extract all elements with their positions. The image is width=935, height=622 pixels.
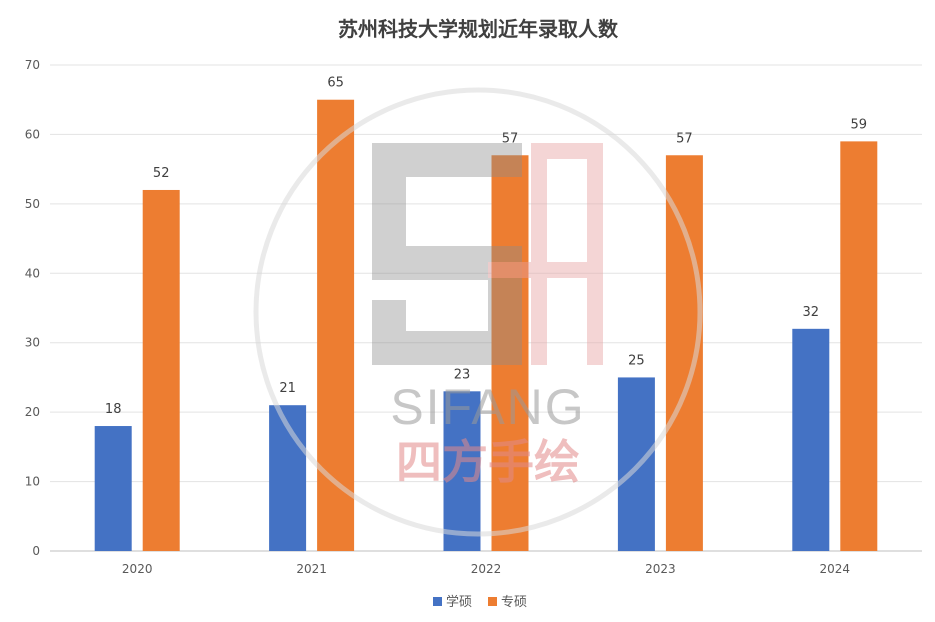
watermark-text: SIFANG <box>390 379 585 435</box>
data-label: 23 <box>454 367 471 382</box>
x-tick-label: 2022 <box>471 562 502 576</box>
legend: 学硕 专硕 <box>433 594 527 610</box>
bar-2022-0 <box>443 391 481 551</box>
data-label: 57 <box>502 131 519 146</box>
watermark-ring <box>253 87 703 537</box>
bar-2020-1 <box>142 189 180 551</box>
watermark-s-shape <box>372 143 522 365</box>
data-label: 59 <box>851 117 868 132</box>
legend-label: 专硕 <box>501 595 527 610</box>
gridlines <box>50 64 922 552</box>
y-tick-label: 40 <box>25 266 40 280</box>
x-axis: 2020 2021 2022 2023 2024 <box>122 562 850 576</box>
x-tick-label: 2020 <box>122 562 153 576</box>
chart-title: 苏州科技大学规划近年录取人数 <box>338 17 619 41</box>
data-label: 21 <box>279 381 296 396</box>
y-tick-label: 50 <box>25 197 40 211</box>
data-label: 52 <box>153 166 170 181</box>
legend-swatch <box>433 597 442 606</box>
data-labels: 18 52 21 65 23 57 25 57 32 59 <box>105 76 867 417</box>
y-tick-label: 0 <box>32 544 40 558</box>
y-tick-label: 60 <box>25 127 40 141</box>
x-tick-label: 2021 <box>296 562 327 576</box>
x-tick-label: 2023 <box>645 562 676 576</box>
data-label: 18 <box>105 402 122 417</box>
data-label: 32 <box>803 305 820 320</box>
x-tick-label: 2024 <box>820 562 851 576</box>
watermark-f-shape <box>488 143 603 365</box>
y-axis: 0 10 20 30 40 50 60 70 <box>25 58 40 558</box>
bar-2022-1 <box>491 155 529 551</box>
data-label: 65 <box>327 76 344 91</box>
bar-2020-0 <box>94 426 132 551</box>
bars <box>94 99 878 551</box>
y-tick-label: 70 <box>25 58 40 72</box>
data-label: 57 <box>676 131 693 146</box>
data-label: 25 <box>628 353 645 368</box>
y-tick-label: 20 <box>25 405 40 419</box>
legend-swatch <box>488 597 497 606</box>
bar-2024-1 <box>840 141 878 551</box>
watermark-logo: SIFANG 四方手绘 <box>253 87 703 537</box>
bar-2024-0 <box>792 328 830 551</box>
y-tick-label: 10 <box>25 475 40 489</box>
y-tick-label: 30 <box>25 336 40 350</box>
bar-2021-1 <box>317 99 355 551</box>
watermark-cn-text: 四方手绘 <box>396 435 580 489</box>
legend-label: 学硕 <box>446 594 472 610</box>
